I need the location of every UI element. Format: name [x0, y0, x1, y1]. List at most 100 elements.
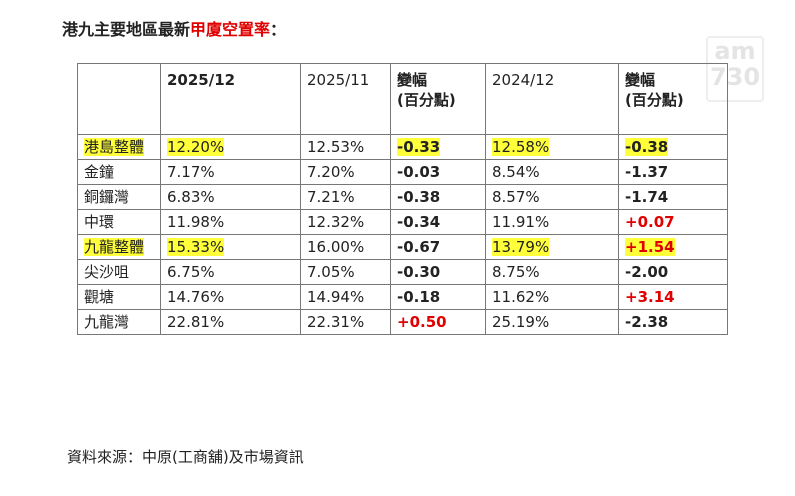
cell-text: 6.83%: [167, 188, 215, 206]
cell: 12.32%: [300, 209, 391, 235]
cell: 12.53%: [300, 134, 391, 160]
cell: 15.33%: [160, 234, 301, 260]
header-cell: 2025/12: [160, 63, 301, 135]
cell: 11.98%: [160, 209, 301, 235]
cell: 8.54%: [485, 159, 619, 185]
cell: 12.58%: [485, 134, 619, 160]
cell-text: 觀塘: [84, 288, 115, 306]
cell-text: 8.54%: [492, 163, 540, 181]
cell: -0.38: [618, 134, 728, 160]
cell-text: 14.94%: [307, 288, 365, 306]
cell: 8.57%: [485, 184, 619, 210]
cell: -0.67: [390, 234, 486, 260]
cell-text: 7.20%: [307, 163, 355, 181]
header-cell: 變幅 (百分點): [618, 63, 728, 135]
cell: -1.37: [618, 159, 728, 185]
title-text: 港九主要地區最新: [62, 20, 191, 39]
cell: -0.33: [390, 134, 486, 160]
cell: 銅鑼灣: [77, 184, 161, 210]
cell-text: +0.50: [397, 313, 447, 331]
cell-text: 九龍灣: [84, 313, 130, 331]
cell-text: -0.34: [397, 213, 441, 231]
cell: -0.18: [390, 284, 486, 310]
cell: 16.00%: [300, 234, 391, 260]
cell-text: -2.00: [625, 263, 669, 281]
cell-text: 8.57%: [492, 188, 540, 206]
cell: 14.94%: [300, 284, 391, 310]
cell: 觀塘: [77, 284, 161, 310]
cell-text: 12.20%: [167, 138, 225, 156]
cell-text: 11.91%: [492, 213, 550, 231]
cell-text: -0.38: [625, 138, 669, 156]
cell: 6.83%: [160, 184, 301, 210]
cell: +0.50: [390, 309, 486, 335]
cell-text: 12.32%: [307, 213, 365, 231]
cell: +3.14: [618, 284, 728, 310]
cell: 22.81%: [160, 309, 301, 335]
header-row: 2025/12 2025/11 變幅 (百分點) 2024/12 變幅 (百分點): [77, 63, 728, 135]
watermark-text: am: [714, 37, 756, 65]
cell: 25.19%: [485, 309, 619, 335]
cell-text: 金鐘: [84, 163, 115, 181]
data-row: 中環 11.98% 12.32% -0.34 11.91% +0.07: [77, 209, 728, 235]
cell: -0.30: [390, 259, 486, 285]
data-row: 觀塘 14.76% 14.94% -0.18 11.62% +3.14: [77, 284, 728, 310]
cell-text: 11.62%: [492, 288, 550, 306]
cell-text: -0.03: [397, 163, 441, 181]
header-cell: [77, 63, 161, 135]
cell: 12.20%: [160, 134, 301, 160]
header-cell: 2025/11: [300, 63, 391, 135]
cell-text: 銅鑼灣: [84, 188, 130, 206]
cell-text: -0.30: [397, 263, 441, 281]
cell: 11.62%: [485, 284, 619, 310]
header-cell: 2024/12: [485, 63, 619, 135]
cell-text: 22.31%: [307, 313, 365, 331]
cell-text: +3.14: [625, 288, 675, 306]
cell-text: 中環: [84, 213, 115, 231]
cell-text: 6.75%: [167, 263, 215, 281]
cell-text: +0.07: [625, 213, 675, 231]
data-row: 尖沙咀 6.75% 7.05% -0.30 8.75% -2.00: [77, 259, 728, 285]
cell-text: -1.74: [625, 188, 669, 206]
cell-text: 12.53%: [307, 138, 365, 156]
cell: -2.38: [618, 309, 728, 335]
data-row: 港島整體 12.20% 12.53% -0.33 12.58% -0.38: [77, 134, 728, 160]
cell-text: 22.81%: [167, 313, 225, 331]
cell-text: 7.05%: [307, 263, 355, 281]
cell-text: 14.76%: [167, 288, 225, 306]
cell-text: -1.37: [625, 163, 669, 181]
cell: -1.74: [618, 184, 728, 210]
cell-text: -0.38: [397, 188, 441, 206]
cell: 13.79%: [485, 234, 619, 260]
cell-text: -0.67: [397, 238, 441, 256]
cell-text: 12.58%: [492, 138, 550, 156]
cell: 九龍整體: [77, 234, 161, 260]
cell: 尖沙咀: [77, 259, 161, 285]
data-row: 九龍灣 22.81% 22.31% +0.50 25.19% -2.38: [77, 309, 728, 335]
cell-text: -0.33: [397, 138, 441, 156]
cell-text: -0.18: [397, 288, 441, 306]
cell-text: 13.79%: [492, 238, 550, 256]
cell-text: 15.33%: [167, 238, 225, 256]
cell: -0.38: [390, 184, 486, 210]
cell: -2.00: [618, 259, 728, 285]
cell: +0.07: [618, 209, 728, 235]
cell-text: 九龍整體: [84, 238, 145, 256]
cell-text: 7.17%: [167, 163, 215, 181]
cell: 7.20%: [300, 159, 391, 185]
cell: 7.21%: [300, 184, 391, 210]
cell-text: 25.19%: [492, 313, 550, 331]
title-text: ：: [270, 20, 287, 39]
cell-text: +1.54: [625, 238, 675, 256]
cell: -0.34: [390, 209, 486, 235]
cell: 港島整體: [77, 134, 161, 160]
cell: 7.17%: [160, 159, 301, 185]
cell-text: -2.38: [625, 313, 669, 331]
cell-text: 7.21%: [307, 188, 355, 206]
cell: 8.75%: [485, 259, 619, 285]
data-row: 銅鑼灣 6.83% 7.21% -0.38 8.57% -1.74: [77, 184, 728, 210]
cell: 14.76%: [160, 284, 301, 310]
cell: +1.54: [618, 234, 728, 260]
cell: 22.31%: [300, 309, 391, 335]
